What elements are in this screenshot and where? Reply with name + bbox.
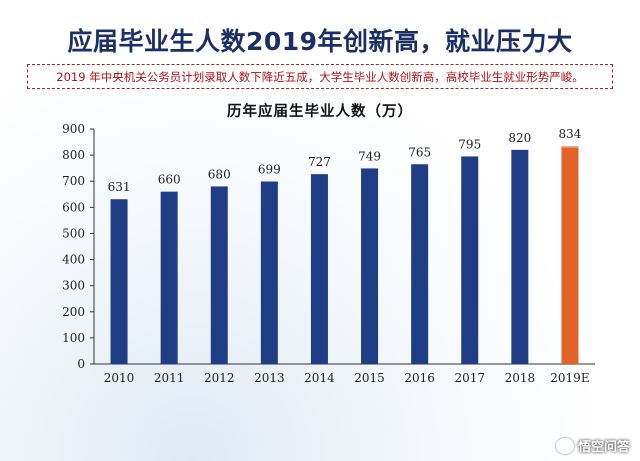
y-tick-label: 300 — [62, 279, 85, 293]
y-tick-label: 200 — [62, 305, 85, 319]
subtitle-note: 2019 年中央机关公务员计划录取人数下降近五成，大学生毕业人数创新高，高校毕业… — [27, 64, 613, 89]
x-tick-label: 2013 — [254, 371, 285, 385]
bar-value-label: 660 — [158, 173, 181, 187]
bar-value-label: 699 — [258, 162, 281, 176]
bar — [110, 199, 128, 364]
bar-value-label: 631 — [108, 180, 131, 194]
y-tick-label: 600 — [62, 200, 85, 214]
watermark: 悟空问答 — [555, 436, 630, 455]
bar — [210, 186, 228, 364]
bar-value-label: 820 — [508, 131, 531, 145]
subtitle-text: 2019 年中央机关公务员计划录取人数下降近五成，大学生毕业人数创新高，高校毕业… — [56, 69, 584, 84]
watermark-text: 悟空问答 — [577, 440, 630, 455]
x-tick-label: 2017 — [454, 371, 485, 385]
bar — [411, 164, 429, 364]
bar-value-label: 765 — [408, 145, 431, 159]
x-tick-label: 2015 — [354, 371, 385, 385]
speech-bubble-icon — [555, 437, 574, 454]
bar-highlight-edge — [561, 146, 579, 148]
page-title: 应届毕业生人数2019年创新高，就业压力大 — [67, 27, 573, 56]
x-tick-label: 2016 — [404, 371, 435, 385]
bar-value-label: 727 — [308, 155, 331, 169]
y-tick-label: 700 — [62, 174, 85, 188]
y-tick-label: 500 — [62, 226, 85, 240]
y-tick-label: 0 — [77, 357, 85, 371]
bar — [260, 181, 278, 364]
bar — [511, 149, 529, 364]
bar-value-label: 795 — [458, 137, 481, 151]
x-tick-label: 2012 — [204, 371, 235, 385]
bar-value-label: 749 — [358, 149, 381, 163]
y-tick-label: 900 — [62, 122, 85, 136]
bar — [310, 174, 328, 364]
y-tick-label: 100 — [62, 331, 85, 345]
x-tick-label: 2010 — [104, 371, 135, 385]
x-tick-label: 2019E — [550, 371, 589, 385]
bar — [561, 146, 579, 364]
bar-value-label: 834 — [558, 127, 581, 141]
bar — [160, 191, 178, 364]
x-tick-label: 2011 — [154, 371, 185, 385]
bar-value-label: 680 — [208, 167, 231, 181]
bar — [361, 168, 379, 364]
x-tick-label: 2014 — [304, 371, 335, 385]
y-tick-label: 400 — [62, 253, 85, 267]
x-tick-label: 2018 — [505, 371, 536, 385]
y-tick-label: 800 — [62, 148, 85, 162]
bar — [461, 156, 479, 364]
chart-title: 历年应届生毕业人数（万） — [227, 103, 413, 120]
